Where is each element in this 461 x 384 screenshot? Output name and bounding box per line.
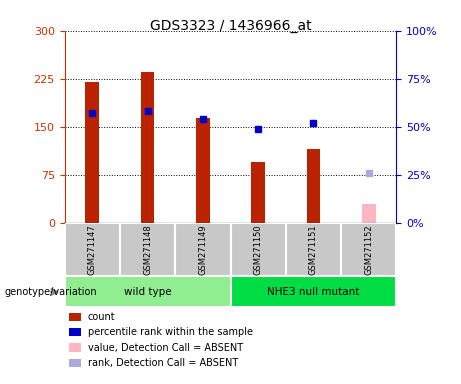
Text: GSM271152: GSM271152: [364, 224, 373, 275]
Text: NHE3 null mutant: NHE3 null mutant: [267, 287, 360, 297]
Bar: [307, 149, 320, 223]
Text: genotype/variation: genotype/variation: [5, 287, 97, 297]
Bar: [85, 82, 99, 223]
Text: GSM271150: GSM271150: [254, 224, 263, 275]
Text: percentile rank within the sample: percentile rank within the sample: [88, 327, 253, 337]
Bar: [141, 72, 154, 223]
Text: rank, Detection Call = ABSENT: rank, Detection Call = ABSENT: [88, 358, 238, 368]
Bar: [362, 204, 376, 223]
Text: GSM271151: GSM271151: [309, 224, 318, 275]
Bar: [196, 118, 210, 223]
Bar: [341, 223, 396, 276]
Text: count: count: [88, 312, 115, 322]
Text: GSM271148: GSM271148: [143, 224, 152, 275]
Bar: [251, 162, 265, 223]
Bar: [286, 223, 341, 276]
Bar: [175, 223, 230, 276]
Text: GSM271149: GSM271149: [198, 224, 207, 275]
Text: value, Detection Call = ABSENT: value, Detection Call = ABSENT: [88, 343, 242, 353]
Bar: [230, 276, 396, 307]
Bar: [120, 223, 175, 276]
Text: GDS3323 / 1436966_at: GDS3323 / 1436966_at: [150, 19, 311, 33]
Bar: [230, 223, 286, 276]
Bar: [65, 276, 230, 307]
Text: wild type: wild type: [124, 287, 171, 297]
Bar: [65, 223, 120, 276]
Text: GSM271147: GSM271147: [88, 224, 97, 275]
